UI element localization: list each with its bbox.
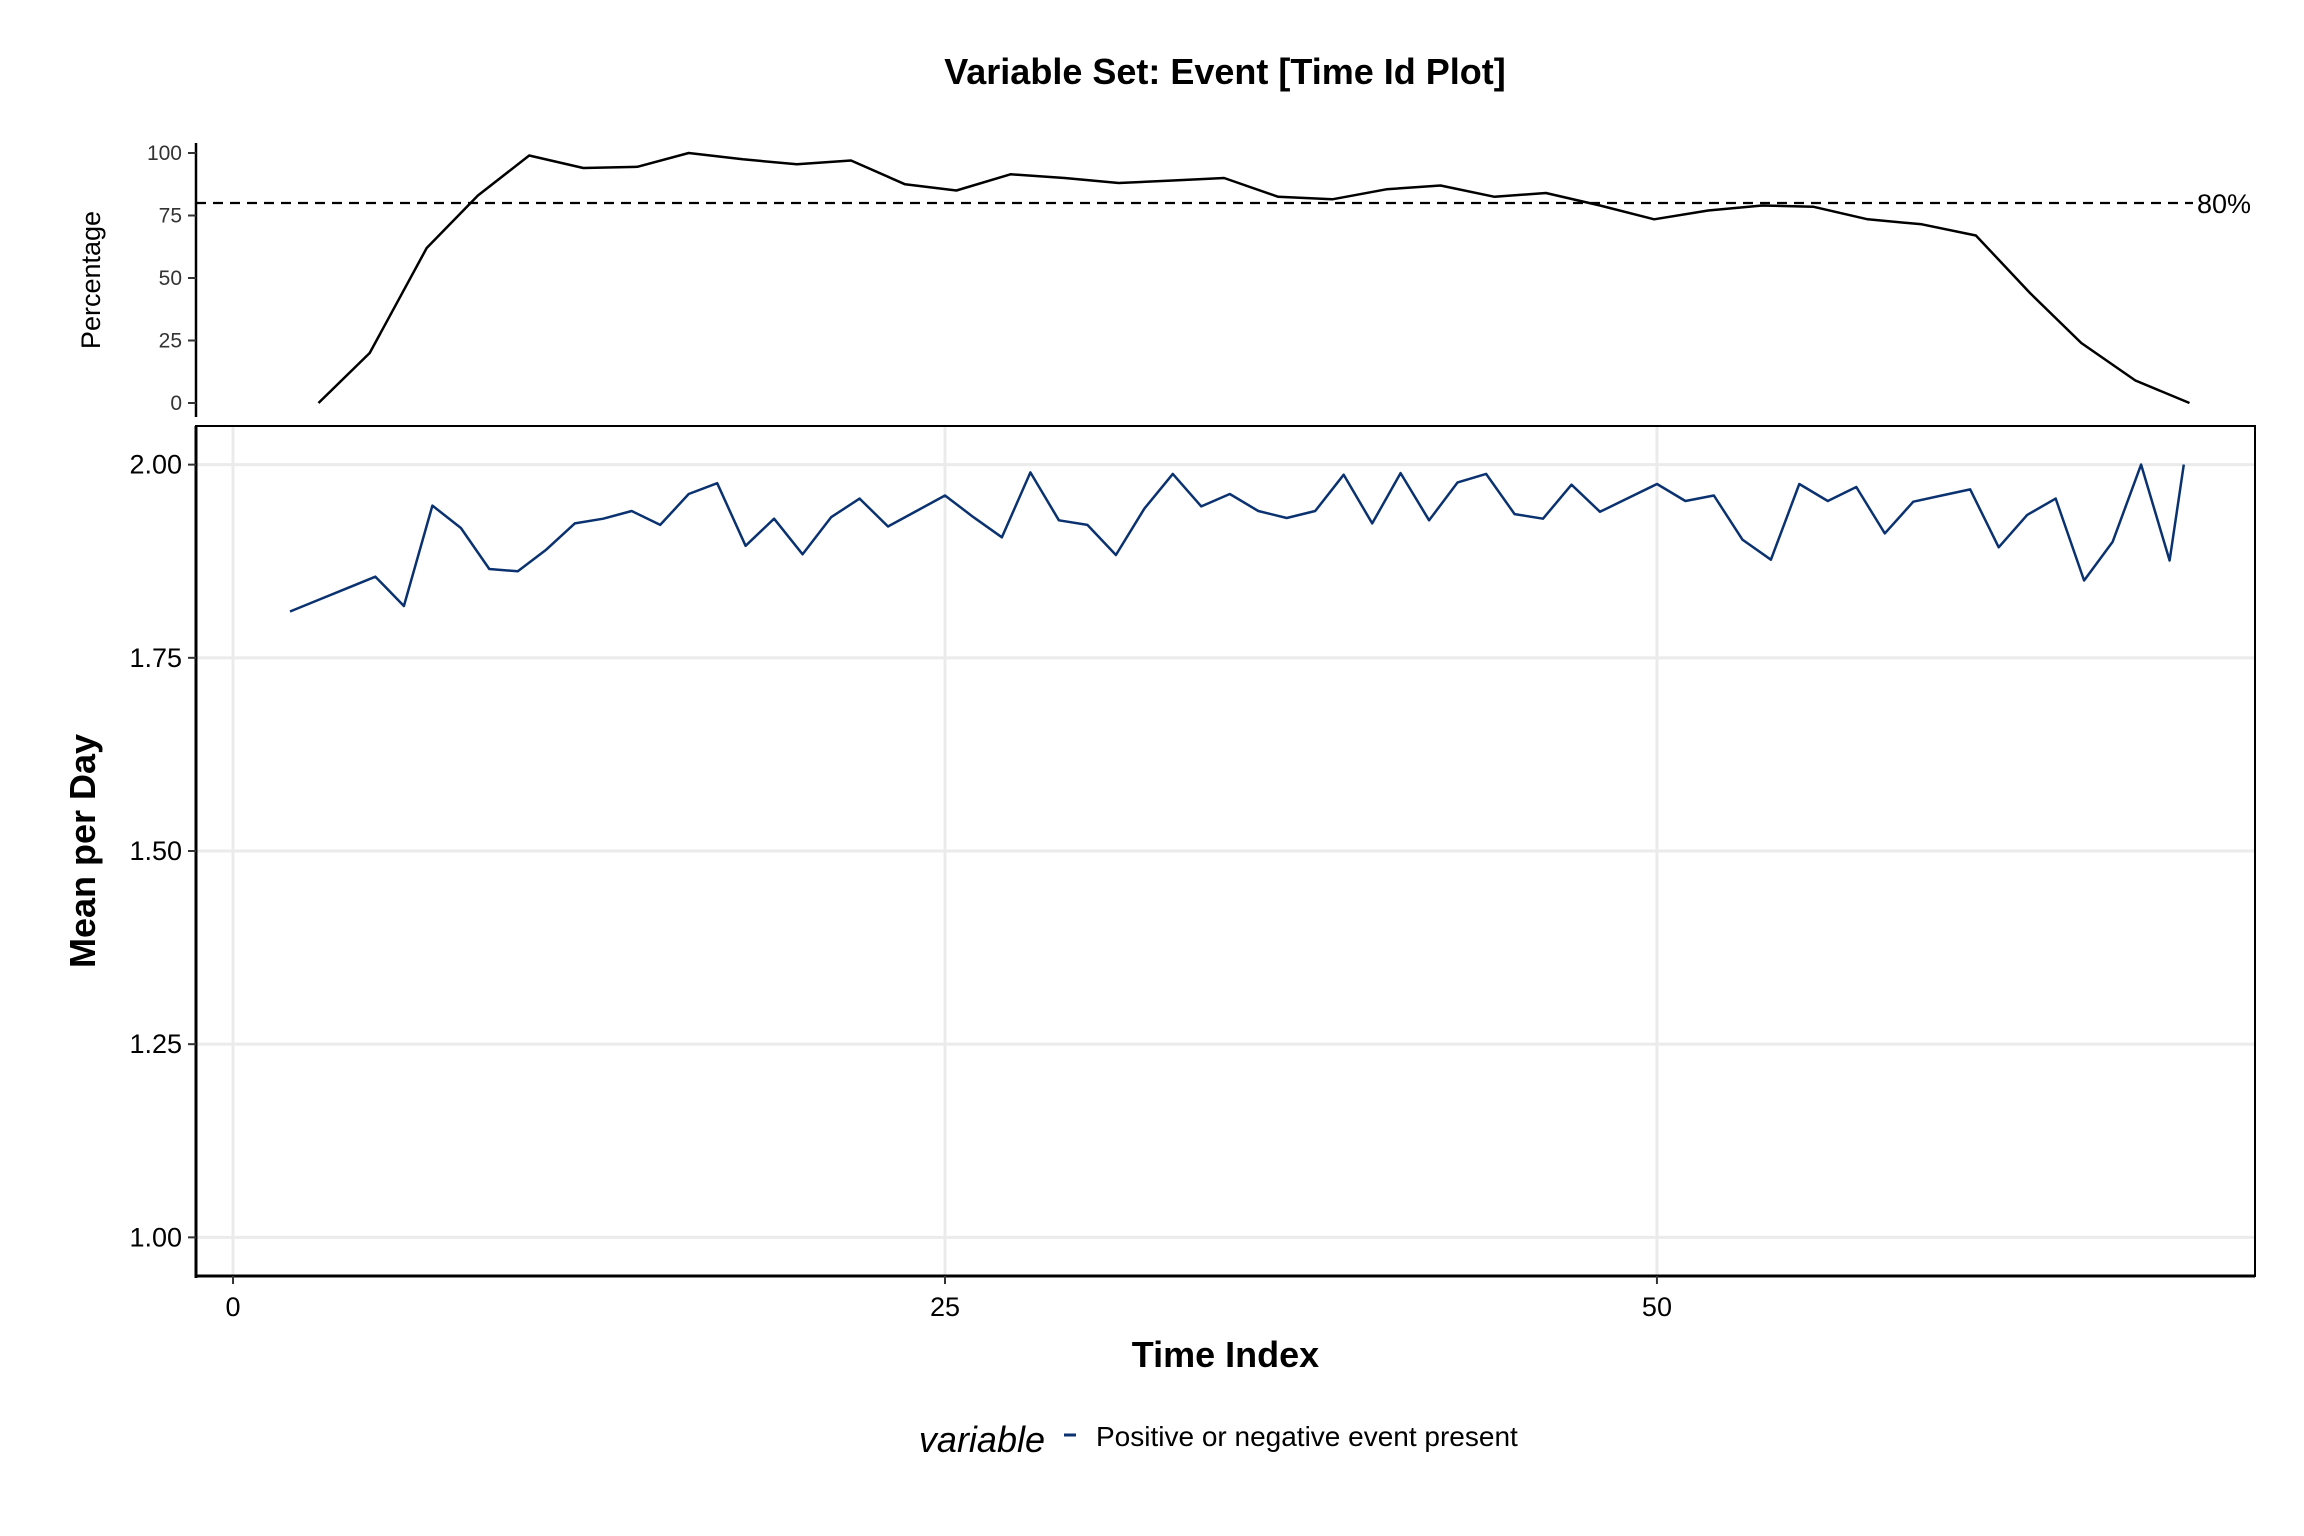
y-axis-title: Mean per Day [62, 734, 103, 968]
main-x-tick-label: 50 [1642, 1292, 1672, 1322]
main-y-ticks: 1.00 1.25 1.50 1.75 2.00 [129, 450, 196, 1252]
main-y-tick-label: 2.00 [129, 450, 182, 480]
main-y-tick-label: 1.25 [129, 1029, 182, 1059]
mean-per-day-series-line [289, 463, 2186, 613]
mean-series-group [289, 463, 2186, 613]
x-axis-title: Time Index [1132, 1334, 1319, 1375]
chart-title: Variable Set: Event [Time Id Plot] [944, 51, 1505, 92]
legend-label: Positive or negative event present [1096, 1421, 1518, 1452]
percentage-series-group [317, 151, 2190, 405]
main-y-tick-label: 1.50 [129, 836, 182, 866]
main-y-tick-label: 1.75 [129, 643, 182, 673]
main-gridlines [196, 426, 2255, 1276]
percentage-y-tick-label: 50 [159, 267, 182, 290]
main-y-tick-label: 1.00 [129, 1222, 182, 1252]
main-x-tick-label: 0 [226, 1292, 241, 1322]
legend: variable Positive or negative event pres… [919, 1419, 1518, 1460]
main-x-tick-label: 25 [930, 1292, 960, 1322]
percentage-y-tick-label: 25 [159, 330, 182, 353]
reference-line-group: 80% [196, 189, 2251, 219]
percentage-panel: 0 25 50 75 100 80% Percentage [76, 142, 2251, 417]
percentage-axis-title: Percentage [76, 211, 106, 349]
percentage-y-ticks: 0 25 50 75 100 [147, 142, 196, 415]
percentage-y-tick-label: 75 [159, 205, 182, 228]
percentage-y-tick-label: 0 [170, 392, 182, 415]
mean-per-day-panel: 1.00 1.25 1.50 1.75 2.00 0 25 50 Time Index Me… [62, 425, 2256, 1375]
legend-title: variable [919, 1419, 1045, 1460]
percentage-y-tick-label: 100 [147, 142, 182, 165]
percentage-series-line [317, 151, 2190, 405]
main-x-ticks: 0 25 50 [226, 1276, 1672, 1322]
reference-line-label: 80% [2197, 189, 2251, 219]
